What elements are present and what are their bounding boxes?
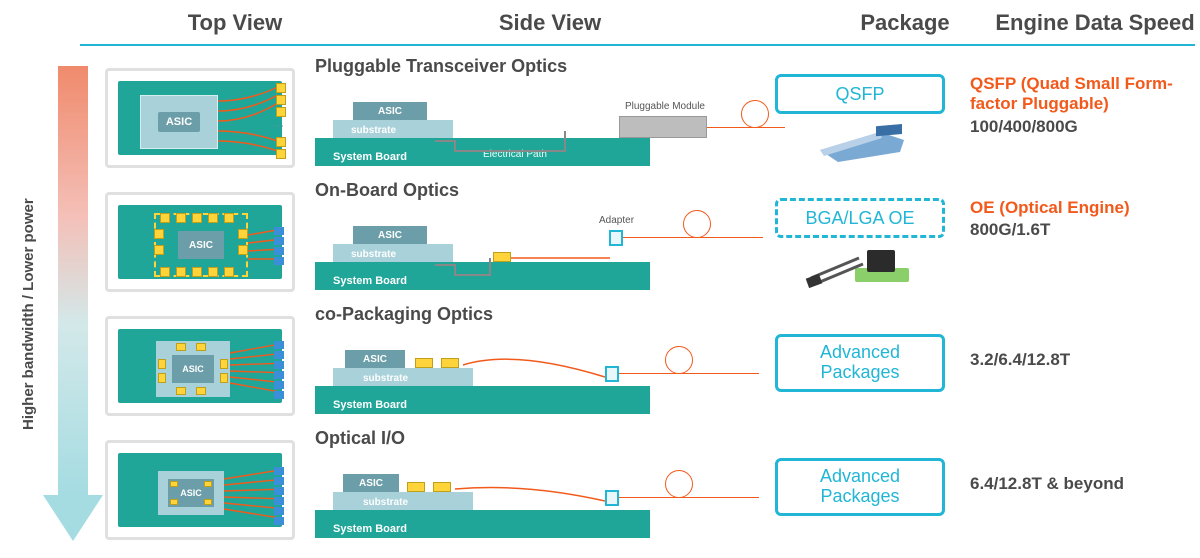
row-copackaging: ASIC	[105, 304, 1195, 428]
arrow-label: Higher bandwidth / Lower power	[20, 198, 37, 430]
side-traces	[315, 329, 755, 414]
transceiver-pad	[276, 149, 286, 159]
arrow-shaft	[58, 66, 88, 496]
speed-highlight: OE (Optical Engine)	[970, 198, 1190, 218]
edge-connector	[274, 247, 284, 255]
qsfp-module-icon	[775, 120, 945, 164]
topview-onboard: ASIC	[105, 192, 295, 292]
row-title: Optical I/O	[315, 428, 765, 449]
header-side-view: Side View	[470, 10, 630, 36]
pluggable-module	[619, 116, 707, 138]
speed-col: 3.2/6.4/12.8T	[970, 348, 1190, 370]
package-badge: Advanced Packages	[775, 458, 945, 516]
edge-connector	[605, 366, 619, 382]
fiber-traces	[118, 453, 282, 527]
speed-value: 6.4/12.8T & beyond	[970, 474, 1190, 494]
package-col: BGA/LGA OE	[775, 198, 945, 288]
fiber-line	[707, 127, 785, 128]
sideview-optical-io: Optical I/O System Board substrate ASIC	[315, 428, 765, 546]
row-title: On-Board Optics	[315, 180, 765, 201]
adapter-connector	[609, 230, 623, 246]
speed-highlight: QSFP (Quad Small Form-factor Pluggable)	[970, 74, 1190, 115]
bandwidth-arrow: Higher bandwidth / Lower power	[20, 60, 98, 550]
speed-col: OE (Optical Engine) 800G/1.6T	[970, 198, 1190, 240]
speed-value: 800G/1.6T	[970, 220, 1190, 240]
speed-col: 6.4/12.8T & beyond	[970, 472, 1190, 494]
edge-connector	[274, 467, 284, 475]
package-col: QSFP	[775, 74, 945, 164]
fiber-traces	[118, 81, 282, 155]
header-rule	[80, 44, 1195, 46]
speed-value: 100/400/800G	[970, 117, 1190, 137]
rows-container: ASIC ⋮ Pluggable Transceiver Optics	[105, 56, 1195, 552]
sideview-onboard: On-Board Optics System Board substrate A…	[315, 180, 765, 298]
pcb-board: ASIC ⋮	[118, 81, 282, 155]
transceiver-pad	[276, 83, 286, 93]
edge-connector	[274, 391, 284, 399]
sideview-pluggable: Pluggable Transceiver Optics System Boar…	[315, 56, 765, 174]
transceiver-pad	[276, 95, 286, 105]
ellipsis-icon: ⋮	[273, 121, 284, 131]
fiber-loop-icon	[665, 346, 693, 374]
package-badge: Advanced Packages	[775, 334, 945, 392]
topview-optical-io: ASIC	[105, 440, 295, 540]
column-headers: Top View Side View Package Engine Data S…	[0, 10, 1200, 36]
edge-connector	[274, 381, 284, 389]
edge-connector	[274, 237, 284, 245]
adapter-label: Adapter	[599, 215, 634, 226]
edge-connector	[274, 477, 284, 485]
fiber-loop-icon	[665, 470, 693, 498]
package-badge: QSFP	[775, 74, 945, 114]
pcb-board: ASIC	[118, 329, 282, 403]
pcb-board: ASIC	[118, 453, 282, 527]
edge-connector	[274, 351, 284, 359]
package-col: Advanced Packages	[775, 458, 945, 516]
transceiver-pad	[276, 107, 286, 117]
sideview-canvas: System Board substrate ASIC Adapter	[315, 205, 755, 290]
edge-connector	[274, 487, 284, 495]
package-badge: BGA/LGA OE	[775, 198, 945, 238]
edge-connector	[605, 490, 619, 506]
edge-connector	[274, 507, 284, 515]
row-onboard: ASIC On-Board Optics System Board subs	[105, 180, 1195, 304]
sideview-canvas: System Board substrate ASIC Electrical P…	[315, 81, 755, 166]
sideview-canvas: System Board substrate ASIC	[315, 329, 755, 414]
edge-connector	[274, 227, 284, 235]
row-optical-io: ASIC	[105, 428, 1195, 552]
row-title: Pluggable Transceiver Optics	[315, 56, 765, 77]
fiber-line	[619, 497, 759, 498]
sideview-copackaging: co-Packaging Optics System Board substra…	[315, 304, 765, 422]
row-title: co-Packaging Optics	[315, 304, 765, 325]
sideview-canvas: System Board substrate ASIC	[315, 453, 755, 538]
row-pluggable: ASIC ⋮ Pluggable Transceiver Optics	[105, 56, 1195, 180]
header-speed: Engine Data Speed	[990, 10, 1200, 36]
arrow-head-icon	[43, 495, 103, 541]
edge-connector	[274, 257, 284, 265]
fiber-traces	[118, 205, 282, 279]
speed-col: QSFP (Quad Small Form-factor Pluggable) …	[970, 74, 1190, 137]
edge-connector	[274, 361, 284, 369]
fiber-traces	[118, 329, 282, 403]
package-col: Advanced Packages	[775, 334, 945, 392]
header-package: Package	[850, 10, 960, 36]
topview-copackaging: ASIC	[105, 316, 295, 416]
side-traces	[315, 453, 755, 538]
edge-connector	[274, 517, 284, 525]
oe-module-icon	[775, 244, 945, 288]
edge-connector	[274, 497, 284, 505]
header-top-view: Top View	[160, 10, 310, 36]
fiber-loop-icon	[683, 210, 711, 238]
pcb-board: ASIC	[118, 205, 282, 279]
topview-pluggable: ASIC ⋮	[105, 68, 295, 168]
speed-value: 3.2/6.4/12.8T	[970, 350, 1190, 370]
transceiver-pad	[276, 137, 286, 147]
fiber-loop-icon	[741, 100, 769, 128]
edge-connector	[274, 341, 284, 349]
fiber-line	[619, 373, 759, 374]
pluggable-module-label: Pluggable Module	[625, 101, 705, 112]
edge-connector	[274, 371, 284, 379]
